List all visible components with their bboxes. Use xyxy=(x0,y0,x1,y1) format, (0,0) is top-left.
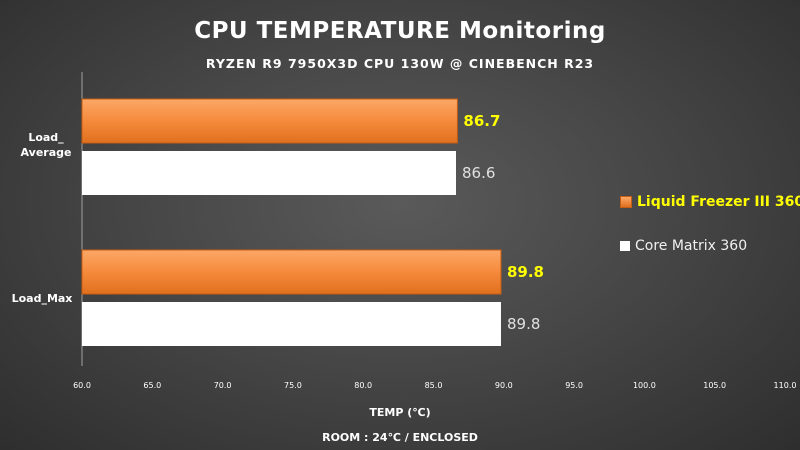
category-label: Average xyxy=(21,146,72,159)
legend-item-core-matrix: Core Matrix 360 xyxy=(620,236,800,256)
legend-label: Core Matrix 360 xyxy=(635,238,748,254)
bar-value-label: 86.6 xyxy=(462,164,495,182)
x-tick-label: 100.0 xyxy=(633,381,656,390)
bar-liquid-freezer xyxy=(81,249,502,295)
x-tick-label: 95.0 xyxy=(565,381,583,390)
category-axis: Load_ Average Load_Max xyxy=(12,131,73,305)
x-tick-label: 60.0 xyxy=(73,381,91,390)
bar-core-matrix xyxy=(82,151,456,195)
x-tick-label: 90.0 xyxy=(495,381,513,390)
x-tick-label: 110.0 xyxy=(774,381,797,390)
category-label: Load_Max xyxy=(12,292,73,305)
bar-value-label: 86.7 xyxy=(463,112,500,130)
x-tick-label: 85.0 xyxy=(425,381,443,390)
x-tick-label: 65.0 xyxy=(143,381,161,390)
legend-item-liquid-freezer: Liquid Freezer III 360 xyxy=(620,192,800,212)
bar-value-label: 89.8 xyxy=(507,315,540,333)
x-tick-label: 70.0 xyxy=(214,381,232,390)
chart-title: CPU TEMPERATURE Monitoring xyxy=(194,18,606,44)
bar-value-label: 89.8 xyxy=(507,263,544,281)
x-tick-label: 75.0 xyxy=(284,381,302,390)
legend-swatch-white xyxy=(620,241,630,251)
bar-liquid-freezer xyxy=(81,98,458,144)
x-tick-label: 80.0 xyxy=(354,381,372,390)
category-label: Load_ xyxy=(28,131,64,144)
legend-swatch-orange xyxy=(620,196,632,208)
bars: 86.7 86.6 89.8 89.8 xyxy=(81,98,544,346)
legend: Liquid Freezer III 360 Core Matrix 360 xyxy=(620,192,800,280)
x-axis-label: TEMP (℃) xyxy=(369,406,431,419)
chart-subtitle: RYZEN R9 7950X3D CPU 130W @ CINEBENCH R2… xyxy=(205,56,595,71)
legend-label: Liquid Freezer III 360 xyxy=(637,194,800,210)
bar-core-matrix xyxy=(82,302,501,346)
x-tick-label: 105.0 xyxy=(703,381,726,390)
chart-note: ROOM : 24℃ / ENCLOSED xyxy=(322,431,478,444)
